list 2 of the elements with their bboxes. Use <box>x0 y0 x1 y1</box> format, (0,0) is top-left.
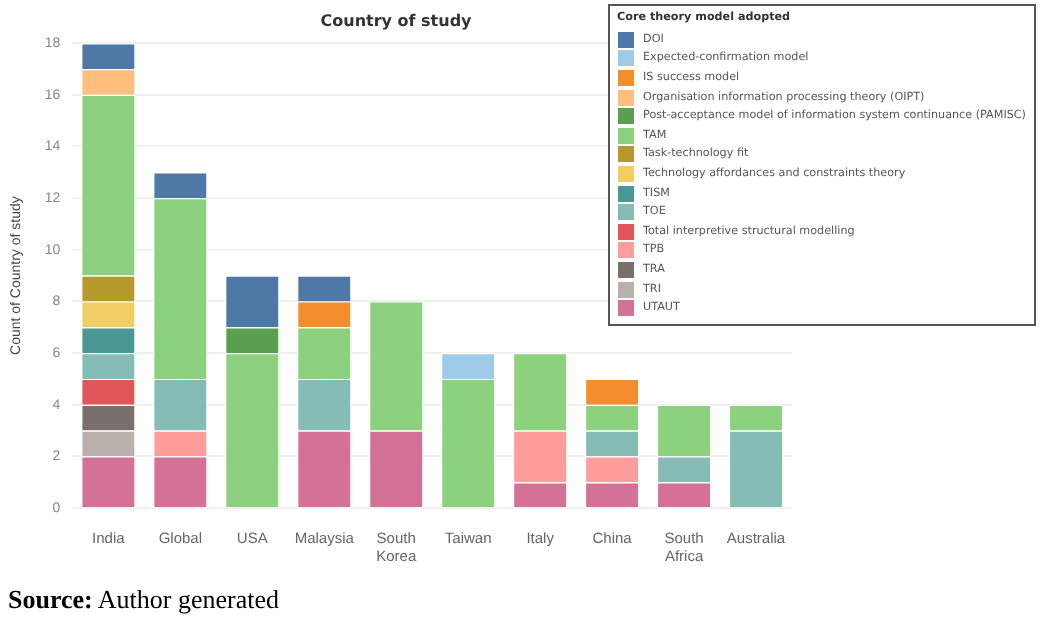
source-note: Source: Author generated <box>8 584 280 616</box>
chart-title: Country of study <box>320 11 474 30</box>
